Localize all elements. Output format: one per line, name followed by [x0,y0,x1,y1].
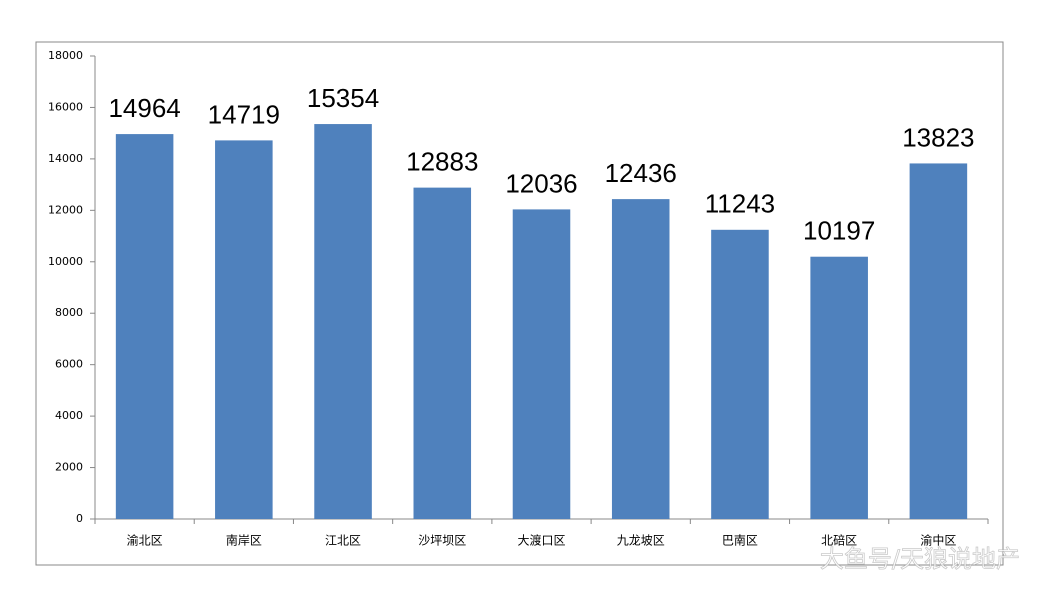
y-tick-label: 6000 [55,358,83,371]
y-tick-label: 16000 [48,100,83,113]
x-tick-label: 渝中区 [920,533,956,548]
x-tick-label: 巴南区 [722,533,758,548]
data-label: 12036 [505,168,577,198]
bar [909,163,968,520]
watermark: 大鱼号/天狼说地产 [820,545,1020,573]
x-tick-label: 渝北区 [127,533,163,548]
data-label: 15354 [307,83,379,113]
x-tick-label: 沙坪坝区 [418,534,466,548]
x-tick-label: 南岸区 [226,533,262,548]
bar [215,140,273,520]
y-tick-label: 14000 [48,152,83,165]
bar [115,134,174,520]
data-label: 14719 [208,99,280,129]
x-tick-label: 江北区 [325,534,361,548]
y-tick-label: 10000 [48,255,83,268]
data-label: 14964 [108,93,180,123]
y-tick-label: 8000 [55,306,83,319]
data-label: 10197 [803,216,875,246]
bar [611,199,670,519]
bar [810,256,868,519]
y-tick-label: 12000 [48,203,83,216]
y-tick-label: 4000 [55,409,83,422]
data-label: 11243 [705,189,775,219]
bar [512,209,571,519]
y-tick-label: 18000 [48,49,83,62]
data-label: 12436 [605,158,677,188]
x-tick-label: 九龙坡区 [617,534,665,548]
x-tick-label: 北碚区 [821,533,857,548]
bar [711,229,769,519]
data-label: 12883 [406,146,478,176]
data-label: 13823 [902,122,974,152]
y-tick-label: 2000 [55,461,83,474]
x-tick-label: 大渡口区 [517,533,565,548]
y-tick-label: 0 [76,512,83,525]
bar [413,187,472,519]
bar [314,124,372,519]
